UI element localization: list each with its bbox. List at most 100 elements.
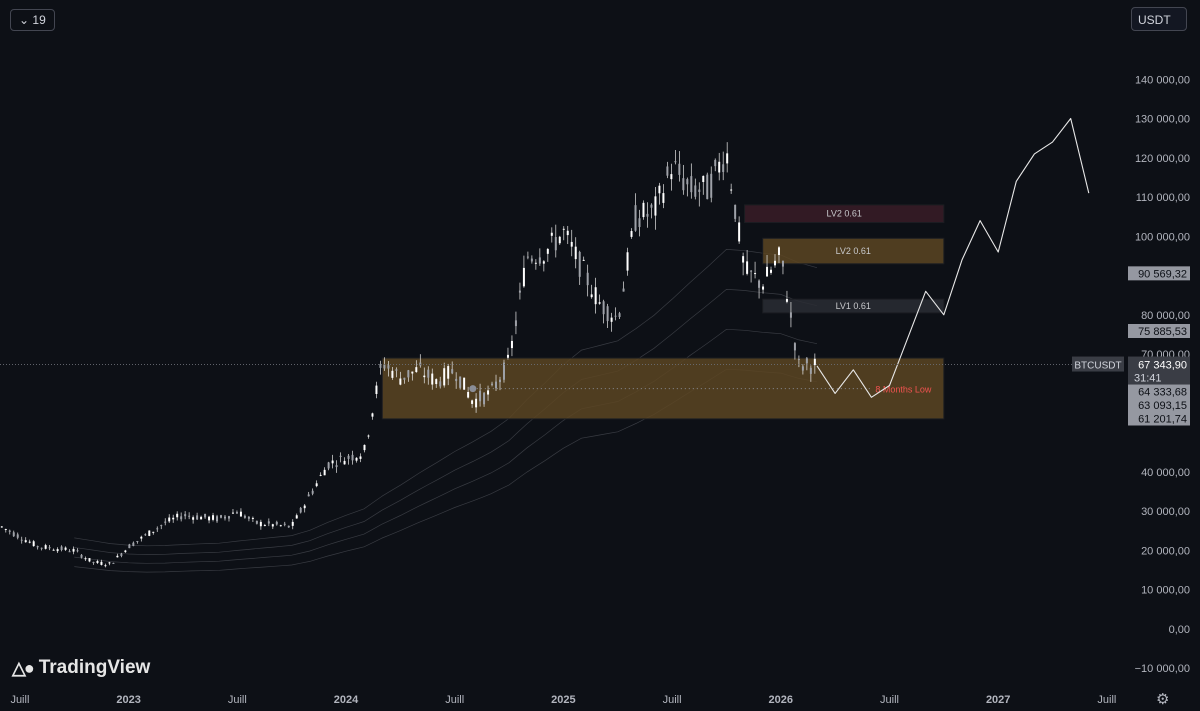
candle-body — [534, 262, 537, 264]
candle-body — [323, 469, 326, 476]
candle-body — [546, 249, 549, 254]
x-tick-label: 2027 — [986, 694, 1010, 706]
candle-body — [375, 385, 378, 394]
x-tick-label: Juill — [880, 694, 899, 706]
zone-label-1: LV2 0.61 — [827, 209, 862, 219]
candle-body — [359, 456, 362, 459]
ma-line-4 — [74, 249, 818, 547]
candle-body — [714, 159, 717, 167]
candle-body — [602, 301, 605, 315]
candle-body — [678, 163, 681, 175]
zone-box-4 — [381, 357, 945, 420]
candle-body — [686, 179, 689, 185]
price-label-bg — [1128, 398, 1190, 412]
candle-body — [168, 517, 171, 522]
candle-body — [64, 547, 67, 550]
price-label-bg — [1128, 324, 1190, 339]
candle-body — [251, 517, 254, 519]
candle-body — [774, 260, 776, 266]
candle-body — [610, 317, 613, 322]
candle-body — [594, 287, 597, 305]
candle-body — [518, 290, 521, 293]
candle-body — [598, 302, 601, 304]
candle-body — [383, 364, 386, 369]
candle-body — [427, 369, 430, 378]
logo-text: TradingView — [38, 657, 151, 678]
candle-body — [291, 521, 294, 526]
candle-body — [718, 161, 721, 173]
candle-body — [200, 516, 203, 520]
candle-body — [180, 516, 183, 520]
candle-body — [487, 390, 490, 395]
candle-body — [730, 189, 733, 191]
y-tick-label: 130 000,00 — [1135, 114, 1190, 126]
candle-body — [789, 312, 792, 318]
candle-body — [570, 241, 573, 247]
candle-body — [271, 524, 274, 527]
current-price-value: 67 343,90 — [1138, 360, 1187, 372]
candle-body — [698, 189, 701, 192]
candle-body — [801, 366, 804, 371]
current-price-tag-bg — [1128, 356, 1190, 385]
gear-icon[interactable]: ⚙ — [1156, 691, 1170, 708]
currency-selector[interactable]: USDT — [1131, 7, 1187, 31]
candle-body — [682, 178, 685, 191]
candle-body — [777, 247, 780, 255]
candle-body — [48, 547, 51, 549]
candle-body — [742, 256, 745, 263]
candle-body — [216, 516, 219, 522]
candle-body — [459, 376, 462, 388]
candle-body — [212, 515, 215, 520]
candle-body — [347, 455, 350, 459]
time-axis: Juill 2023 Juill 2024 Juill 2025 Juill 2026 Juil… — [10, 694, 1116, 706]
price-label-bg — [1128, 384, 1190, 399]
chart-annotations: 8 Months Low — [0, 117, 1125, 398]
candle-body — [590, 294, 593, 298]
candle-body — [618, 313, 621, 318]
candle-body — [558, 236, 561, 244]
candle-body — [319, 474, 322, 476]
y-tick-label: 30 000,00 — [1141, 506, 1190, 518]
timeframe-selector[interactable]: ⌄ 19 — [10, 9, 55, 31]
candle-body — [224, 516, 226, 519]
candle-body — [670, 174, 673, 180]
candle-body — [395, 369, 398, 371]
price-label: 75 885,53 — [1138, 326, 1187, 338]
candle-body — [514, 320, 517, 327]
candle-body — [140, 536, 143, 539]
candle-body — [28, 541, 31, 543]
candle-body — [455, 378, 458, 382]
candle-body — [766, 266, 769, 277]
candle-body — [809, 367, 812, 374]
candle-body — [311, 490, 314, 494]
candle-body — [662, 193, 665, 203]
zone-label-3: LV1 0.61 — [836, 301, 871, 311]
candle-body — [84, 558, 87, 560]
candle-body — [674, 161, 677, 163]
tradingview-logo[interactable]: △● TradingView — [12, 657, 150, 679]
candle-body — [283, 523, 286, 525]
candle-body — [451, 369, 454, 374]
candle-body — [108, 562, 111, 564]
y-tick-label: 80 000,00 — [1141, 310, 1190, 322]
y-tick-label: 100 000,00 — [1135, 231, 1190, 243]
candle-body — [491, 383, 494, 385]
candle-body — [92, 561, 95, 563]
candle-body — [642, 202, 645, 218]
candle-body — [387, 365, 390, 369]
candle-body — [626, 252, 629, 271]
candle-body — [116, 555, 119, 558]
candle-body — [495, 381, 498, 389]
candle-body — [239, 511, 242, 517]
candle-body — [16, 534, 19, 538]
candle-body — [100, 561, 103, 565]
candle-body — [164, 521, 167, 523]
candle-body — [120, 553, 123, 556]
candle-body — [80, 554, 83, 558]
candle-body — [299, 507, 302, 513]
candle-body — [578, 251, 581, 277]
x-tick-label: Juill — [228, 694, 247, 706]
candle-body — [502, 362, 505, 380]
candle-body — [112, 562, 115, 564]
